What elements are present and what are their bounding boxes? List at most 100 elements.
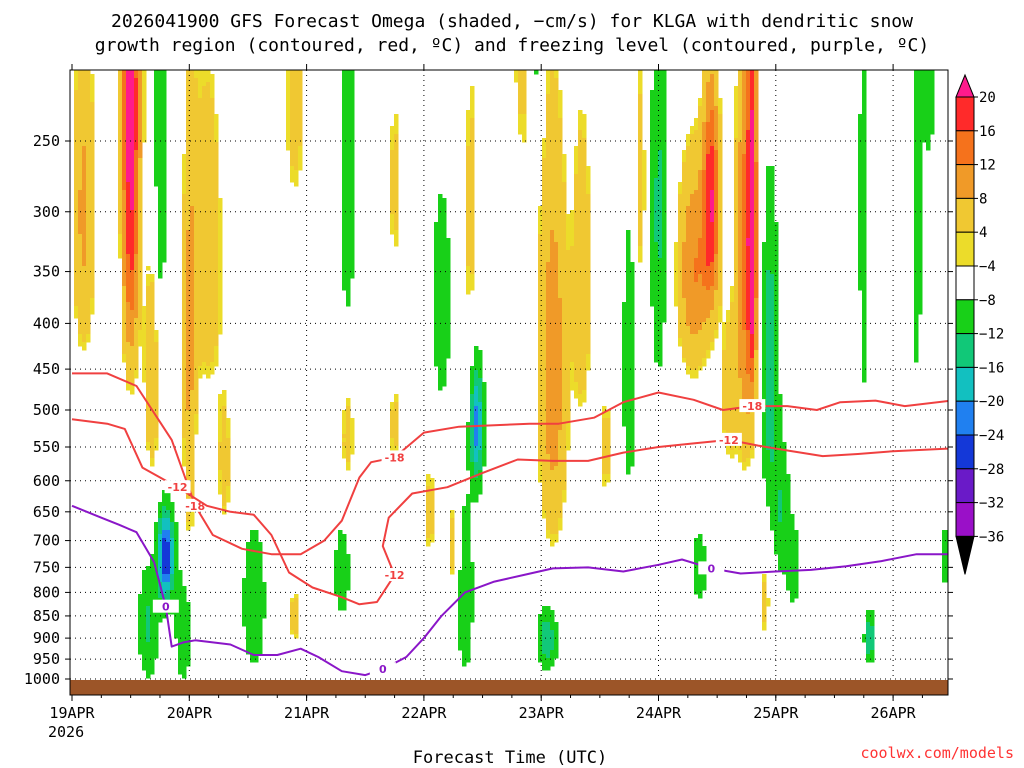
- omega-cell: [582, 310, 587, 315]
- omega-cell: [550, 262, 555, 267]
- omega-cell: [202, 262, 207, 267]
- omega-cell: [182, 338, 187, 343]
- omega-cell: [538, 314, 543, 319]
- omega-cell: [210, 338, 215, 343]
- omega-cell: [582, 298, 587, 303]
- omega-cell: [442, 298, 447, 303]
- omega-cell: [86, 114, 91, 119]
- omega-cell: [262, 606, 267, 611]
- omega-cell: [474, 354, 479, 359]
- omega-cell: [150, 378, 155, 383]
- omega-cell: [122, 234, 127, 239]
- omega-cell: [178, 670, 183, 675]
- omega-cell: [122, 346, 127, 351]
- omega-cell: [194, 98, 199, 103]
- omega-cell: [558, 270, 563, 275]
- omega-cell: [158, 534, 163, 539]
- omega-cell: [394, 242, 399, 247]
- omega-cell: [126, 178, 131, 183]
- omega-cell: [542, 226, 547, 231]
- omega-cell: [538, 298, 543, 303]
- omega-cell: [294, 182, 299, 187]
- omega-cell: [550, 210, 555, 215]
- omega-cell: [550, 522, 555, 527]
- omega-cell: [286, 98, 291, 103]
- omega-cell: [546, 162, 551, 167]
- omega-cell: [446, 322, 451, 327]
- omega-cell: [570, 226, 575, 231]
- omega-cell: [474, 418, 479, 423]
- omega-cell: [166, 590, 171, 595]
- omega-cell: [86, 250, 91, 255]
- omega-cell: [74, 238, 79, 243]
- omega-cell: [638, 190, 643, 195]
- omega-cell: [586, 350, 591, 355]
- omega-cell: [342, 234, 347, 239]
- omega-cell: [202, 258, 207, 263]
- omega-cell: [390, 446, 395, 451]
- omega-cell: [546, 86, 551, 91]
- omega-cell: [126, 90, 131, 95]
- omega-cell: [206, 306, 211, 311]
- omega-cell: [474, 346, 479, 351]
- omega-cell: [118, 114, 123, 119]
- omega-cell: [342, 286, 347, 291]
- omega-cell: [178, 618, 183, 623]
- omega-cell: [118, 162, 123, 167]
- omega-cell: [290, 162, 295, 167]
- omega-cell: [542, 366, 547, 371]
- omega-cell: [538, 466, 543, 471]
- omega-cell: [206, 158, 211, 163]
- omega-cell: [154, 162, 159, 167]
- omega-cell: [346, 582, 351, 587]
- omega-cell: [202, 234, 207, 239]
- omega-cell: [286, 122, 291, 127]
- omega-cell: [346, 282, 351, 287]
- omega-cell: [218, 442, 223, 447]
- omega-cell: [134, 150, 139, 155]
- omega-cell: [138, 622, 143, 627]
- omega-cell: [602, 482, 607, 487]
- omega-cell: [350, 174, 355, 179]
- omega-cell: [438, 334, 443, 339]
- omega-cell: [622, 358, 627, 363]
- omega-cell: [214, 134, 219, 139]
- omega-cell: [258, 554, 263, 559]
- omega-cell: [434, 362, 439, 367]
- omega-cell: [466, 422, 471, 427]
- omega-cell: [578, 338, 583, 343]
- omega-cell: [542, 410, 547, 415]
- omega-cell: [182, 298, 187, 303]
- omega-cell: [338, 574, 343, 579]
- omega-cell: [582, 258, 587, 263]
- omega-cell: [78, 190, 83, 195]
- omega-cell: [198, 186, 203, 191]
- omega-cell: [630, 342, 635, 347]
- omega-cell: [550, 230, 555, 235]
- omega-cell: [546, 414, 551, 419]
- omega-cell: [550, 466, 555, 471]
- omega-cell: [346, 578, 351, 583]
- omega-cell: [546, 98, 551, 103]
- omega-cell: [482, 462, 487, 467]
- omega-cell: [642, 206, 647, 211]
- omega-cell: [206, 82, 211, 87]
- omega-cell: [582, 294, 587, 299]
- omega-cell: [78, 198, 83, 203]
- omega-cell: [654, 222, 659, 227]
- omega-cell: [126, 214, 131, 219]
- omega-cell: [566, 230, 571, 235]
- omega-cell: [654, 302, 659, 307]
- omega-cell: [190, 362, 195, 367]
- omega-cell: [650, 270, 655, 275]
- omega-cell: [174, 530, 179, 535]
- omega-cell: [542, 186, 547, 191]
- omega-cell: [438, 366, 443, 371]
- omega-cell: [78, 102, 83, 107]
- omega-cell: [202, 326, 207, 331]
- omega-cell: [578, 350, 583, 355]
- omega-cell: [134, 194, 139, 199]
- omega-cell: [74, 118, 79, 123]
- omega-cell: [542, 146, 547, 151]
- omega-cell: [170, 534, 175, 539]
